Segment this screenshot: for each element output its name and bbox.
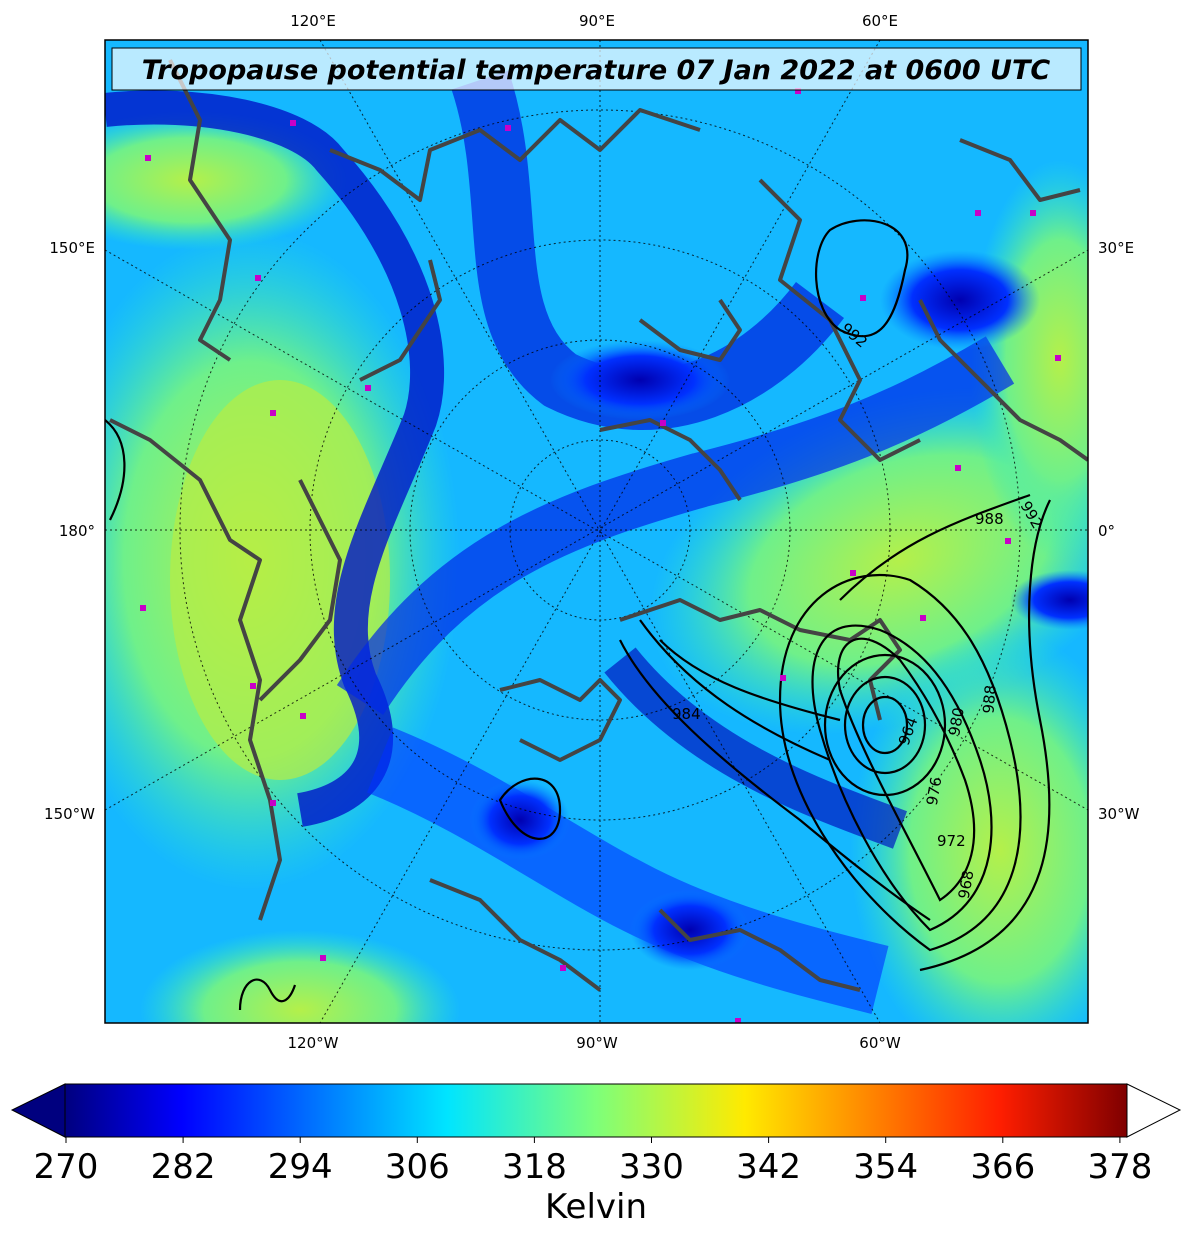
lon-label: 60°W xyxy=(859,1034,901,1052)
station-markers xyxy=(140,88,1061,1023)
graticule xyxy=(105,40,1088,1023)
contour-label: 988 xyxy=(975,510,1004,528)
contour-labels: 992 988 992 984 964 980 988 976 972 968 xyxy=(672,319,1046,900)
warm-region xyxy=(170,380,390,780)
coastlines xyxy=(109,59,1088,992)
colorbar-bar xyxy=(64,1083,1128,1138)
cold-region xyxy=(550,340,730,420)
warm-region xyxy=(850,630,1088,1023)
colorbar-tick-label: 282 xyxy=(151,1147,216,1187)
warm-region xyxy=(140,930,460,1023)
lon-label: 60°E xyxy=(862,12,898,30)
contour-label: 968 xyxy=(955,869,978,900)
lon-label: 30°E xyxy=(1098,239,1134,257)
title-box xyxy=(111,47,1082,91)
lon-label: 120°E xyxy=(290,12,336,30)
colorbar-tick-label: 330 xyxy=(619,1147,684,1187)
lon-label: 150°W xyxy=(44,805,95,823)
colorbar-label: Kelvin xyxy=(545,1187,647,1227)
contour-label: 976 xyxy=(923,776,946,807)
cold-region xyxy=(880,250,1040,350)
contour-label: 984 xyxy=(672,705,701,723)
lon-label: 90°E xyxy=(579,12,615,30)
cold-band xyxy=(366,727,889,1014)
lon-label: 120°W xyxy=(288,1034,339,1052)
colorbar-extend-high xyxy=(1126,1083,1182,1138)
colorbar-extend-low xyxy=(10,1083,66,1138)
axis-labels: 120°E 90°E 60°E 150°E 180° 150°W 30°E 0°… xyxy=(44,12,1140,1052)
contour-label: 980 xyxy=(945,706,968,737)
cold-band xyxy=(604,647,908,849)
cold-band xyxy=(336,336,1015,715)
contour-label: 972 xyxy=(937,832,966,850)
colorbar-tick-label: 366 xyxy=(970,1147,1035,1187)
colorbar-tick-label: 354 xyxy=(853,1147,918,1187)
lon-label: 30°W xyxy=(1098,805,1140,823)
colorbar-tick-label: 342 xyxy=(736,1147,801,1187)
colorbar: Kelvin 270 282 294 306 318 330 342 354 366 378 xyxy=(10,1083,1182,1227)
lon-label: 180° xyxy=(59,522,95,540)
colorbar-tick-label: 294 xyxy=(268,1147,333,1187)
lon-label: 0° xyxy=(1098,522,1115,540)
cold-band xyxy=(105,90,445,827)
colorbar-tick-label: 318 xyxy=(502,1147,567,1187)
title: Tropopause potential temperature 07 Jan … xyxy=(142,55,1051,86)
cold-region xyxy=(470,780,570,860)
colorbar-tick-label: 378 xyxy=(1087,1147,1152,1187)
map-frame xyxy=(104,39,1089,1024)
pressure-contours xyxy=(105,219,1051,1011)
contour-label: 988 xyxy=(979,684,999,714)
lon-label: 150°E xyxy=(49,239,95,257)
lon-label: 90°W xyxy=(576,1034,618,1052)
colorbar-tick-label: 270 xyxy=(34,1147,99,1187)
map: Tropopause potential temperature 07 Jan … xyxy=(105,40,1088,1023)
colorbar-tick-label: 306 xyxy=(385,1147,450,1187)
